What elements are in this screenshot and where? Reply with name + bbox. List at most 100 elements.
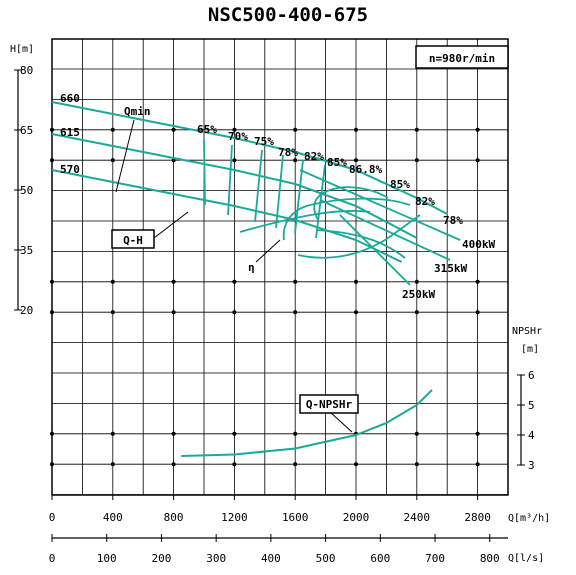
grid-dot xyxy=(50,431,54,436)
eta-leader xyxy=(255,239,281,263)
head-tick: 50 xyxy=(20,184,33,197)
grid-dot xyxy=(171,279,176,284)
efficiency-connector xyxy=(227,144,233,216)
grid-dot xyxy=(50,158,54,163)
grid-dot xyxy=(50,310,54,315)
power-line xyxy=(339,214,411,286)
grid-dot xyxy=(110,462,115,467)
grid-dot xyxy=(475,431,480,436)
grid-dot xyxy=(293,310,298,315)
speed-label: n=980r/min xyxy=(429,52,495,65)
head-axis-label: H[m] xyxy=(10,44,34,55)
efficiency-label: 70% xyxy=(228,130,248,143)
qh-label-box xyxy=(111,229,155,249)
efficiency-curve xyxy=(313,186,389,221)
efficiency-connector xyxy=(315,164,326,239)
grid-dot xyxy=(110,431,115,436)
efficiency-curve xyxy=(297,214,421,259)
efficiency-label: 85% xyxy=(390,178,410,191)
grid-dot xyxy=(171,310,176,315)
curve-q-npshr xyxy=(181,389,433,457)
grid-dot xyxy=(232,310,237,315)
x-tick-ls: 800 xyxy=(480,552,500,565)
grid-dot xyxy=(293,279,298,284)
grid-dot xyxy=(232,279,237,284)
grid-dot xyxy=(414,158,419,163)
x-tick-m3h: 1200 xyxy=(221,511,248,524)
grid-dot xyxy=(354,310,358,315)
speed-label-box xyxy=(415,45,509,69)
npsh-axis-label: NPSHr xyxy=(512,326,542,337)
npsh-leader xyxy=(329,411,353,433)
grid-dot xyxy=(414,462,419,467)
power-line xyxy=(319,199,451,261)
eta-label: η xyxy=(248,261,255,274)
curves xyxy=(51,101,461,457)
power-label: 315kW xyxy=(434,262,467,275)
grid-dot xyxy=(293,158,298,163)
efficiency-label: 78% xyxy=(278,146,298,159)
qh-label: Q-H xyxy=(123,234,143,247)
x-tick-ls: 500 xyxy=(316,552,336,565)
grid-dot xyxy=(293,127,298,132)
labels: 0 400 800 1200 1600 2000 2400 2800 0 100 200 300 400… xyxy=(20,64,535,565)
grid-dot xyxy=(293,431,298,436)
npsh-axis-unit: [m] xyxy=(521,344,539,355)
power-line xyxy=(299,169,461,241)
head-tick: 80 xyxy=(20,64,33,77)
grid-dot xyxy=(475,310,480,315)
impeller-label: 615 xyxy=(60,126,80,139)
chart-title: NSC500-400-675 xyxy=(207,4,369,26)
grid-dot xyxy=(414,279,419,284)
grid-dot xyxy=(110,158,115,163)
x-tick-m3h: 2800 xyxy=(464,511,491,524)
npsh-tick: 5 xyxy=(528,399,535,412)
grid-dot xyxy=(50,462,54,467)
x-tick-ls: 100 xyxy=(97,552,117,565)
efficiency-curve xyxy=(315,229,406,259)
head-tick: 35 xyxy=(20,244,33,257)
x-tick-ls: 400 xyxy=(261,552,281,565)
grid-dot xyxy=(232,462,237,467)
grid-dot xyxy=(50,279,54,284)
grid-dot xyxy=(354,279,358,284)
flow-m3h-axis-label: Q[m³/h] xyxy=(508,513,550,524)
impeller-label: 660 xyxy=(60,92,80,105)
efficiency-connector xyxy=(275,154,284,229)
x-tick-m3h: 800 xyxy=(164,511,184,524)
qmin-leader xyxy=(115,119,135,193)
grid-dot xyxy=(414,127,419,132)
qh-leader xyxy=(153,211,189,239)
npsh-tick: 4 xyxy=(528,429,535,442)
power-label: 250kW xyxy=(402,288,435,301)
x-tick-ls: 600 xyxy=(370,552,390,565)
efficiency-label: 75% xyxy=(254,135,274,148)
grid-dot xyxy=(475,462,480,467)
efficiency-connector xyxy=(254,149,263,223)
efficiency-label: 82% xyxy=(304,150,324,163)
curve-615 xyxy=(51,133,418,239)
curve-570 xyxy=(51,169,403,263)
curve-660 xyxy=(51,101,448,215)
impeller-label: 570 xyxy=(60,163,80,176)
grid-dot xyxy=(232,431,237,436)
grid-dot xyxy=(171,462,176,467)
x-tick-m3h: 2000 xyxy=(343,511,370,524)
efficiency-label: 86.8% xyxy=(349,163,382,176)
npsh-tick: 6 xyxy=(528,369,535,382)
efficiency-label: 65% xyxy=(197,123,217,136)
efficiency-label: 78% xyxy=(443,214,463,227)
grid-dot xyxy=(354,158,358,163)
efficiency-connector xyxy=(294,159,304,234)
npsh-curve-label: Q-NPSHr xyxy=(306,398,353,411)
grid-dot xyxy=(232,127,237,132)
grid-dot xyxy=(110,279,115,284)
grid-dot xyxy=(293,462,298,467)
npsh-label-box xyxy=(299,394,359,414)
flow-ls-axis-label: Q[l/s] xyxy=(508,553,544,564)
efficiency-label: 85% xyxy=(327,156,347,169)
grid-dot xyxy=(171,127,176,132)
x-tick-m3h: 2400 xyxy=(404,511,431,524)
grid-dot xyxy=(171,431,176,436)
efficiency-connector xyxy=(203,139,206,206)
